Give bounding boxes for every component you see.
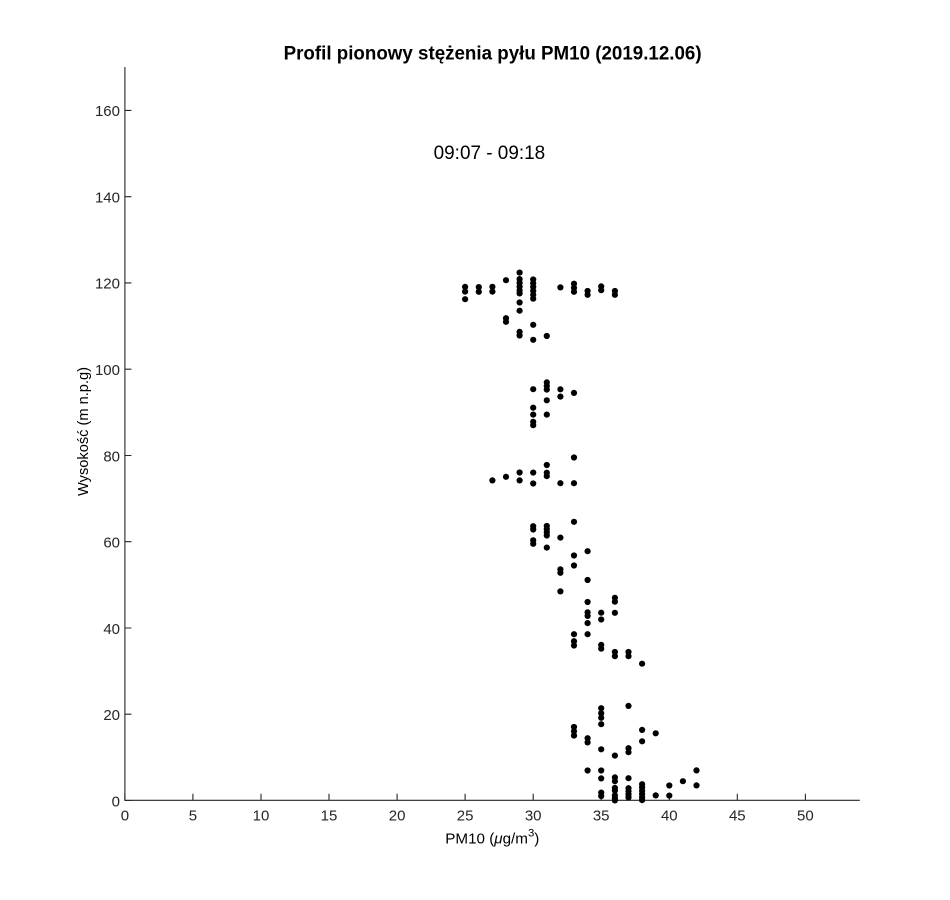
svg-text:45: 45: [729, 807, 746, 824]
svg-text:100: 100: [95, 362, 120, 379]
svg-text:80: 80: [103, 448, 120, 465]
svg-text:10: 10: [253, 807, 270, 824]
svg-text:g/m: g/m: [503, 831, 528, 848]
svg-text:25: 25: [457, 807, 474, 824]
svg-text:30: 30: [525, 807, 542, 824]
svg-text:160: 160: [95, 103, 120, 120]
svg-text:3: 3: [528, 827, 534, 839]
svg-text:35: 35: [593, 807, 610, 824]
svg-text:): ): [534, 831, 539, 848]
svg-text:40: 40: [103, 621, 120, 638]
svg-text:μ: μ: [493, 831, 503, 848]
svg-text:40: 40: [661, 807, 678, 824]
svg-text:Wysokość (m n.p.g): Wysokość (m n.p.g): [76, 367, 92, 496]
svg-text:15: 15: [321, 807, 338, 824]
svg-text:60: 60: [103, 535, 120, 552]
svg-text:5: 5: [189, 807, 197, 824]
svg-text:50: 50: [797, 807, 814, 824]
svg-text:20: 20: [103, 707, 120, 724]
svg-text:09:07 - 09:18: 09:07 - 09:18: [434, 143, 546, 164]
svg-text:20: 20: [389, 807, 406, 824]
svg-text:120: 120: [95, 276, 120, 293]
svg-text:140: 140: [95, 190, 120, 207]
svg-text:PM10 (: PM10 (: [445, 831, 494, 848]
svg-text:0: 0: [121, 807, 129, 824]
svg-text:0: 0: [112, 793, 120, 810]
svg-text:Profil pionowy stężenia pyłu P: Profil pionowy stężenia pyłu PM10 (2019.…: [284, 43, 702, 65]
